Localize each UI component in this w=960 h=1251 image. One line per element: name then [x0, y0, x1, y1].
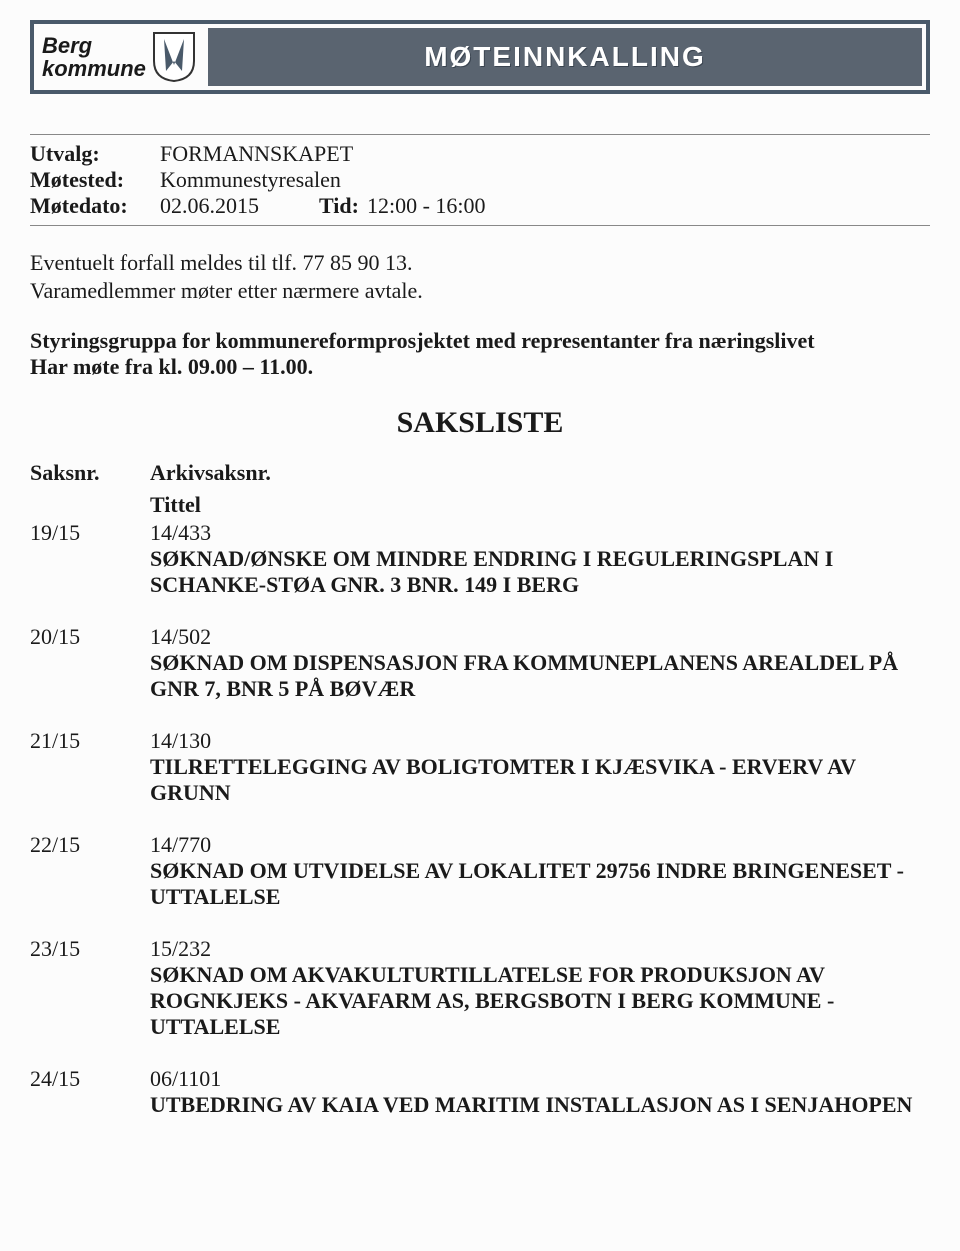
emphasis-block: Styringsgruppa for kommunereformprosjekt…	[30, 328, 930, 380]
motedato-value: 02.06.2015	[160, 193, 259, 219]
case-title: SØKNAD/ØNSKE OM MINDRE ENDRING I REGULER…	[150, 546, 930, 598]
logo-block: Berg kommune	[38, 28, 196, 86]
col-tittel: Tittel	[150, 492, 930, 518]
case-body: 15/232SØKNAD OM AKVAKULTURTILLATELSE FOR…	[150, 936, 930, 1040]
case-arkiv: 14/130	[150, 728, 930, 754]
case-arkiv: 14/433	[150, 520, 930, 546]
banner-title: MØTEINNKALLING	[208, 28, 922, 86]
case-item: 21/1514/130TILRETTELEGGING AV BOLIGTOMTE…	[30, 728, 930, 806]
col-arkiv: Arkivsaksnr.	[150, 460, 271, 486]
case-item: 24/1506/1101UTBEDRING AV KAIA VED MARITI…	[30, 1066, 930, 1118]
case-item: 19/1514/433SØKNAD/ØNSKE OM MINDRE ENDRIN…	[30, 520, 930, 598]
notes-block: Eventuelt forfall meldes til tlf. 77 85 …	[30, 250, 930, 304]
case-list: 19/1514/433SØKNAD/ØNSKE OM MINDRE ENDRIN…	[30, 520, 930, 1118]
utvalg-label: Utvalg:	[30, 141, 160, 167]
col-saksnr: Saksnr.	[30, 460, 150, 486]
case-arkiv: 15/232	[150, 936, 930, 962]
emphasis-line1: Styringsgruppa for kommunereformprosjekt…	[30, 328, 930, 354]
meeting-meta: Utvalg: FORMANNSKAPET Møtested: Kommunes…	[30, 134, 930, 226]
org-line1: Berg	[42, 34, 146, 57]
case-saksnr: 19/15	[30, 520, 150, 598]
case-item: 23/1515/232SØKNAD OM AKVAKULTURTILLATELS…	[30, 936, 930, 1040]
case-arkiv: 14/770	[150, 832, 930, 858]
saksliste-heading: SAKSLISTE	[30, 406, 930, 440]
case-saksnr: 23/15	[30, 936, 150, 1040]
motested-value: Kommunestyresalen	[160, 167, 341, 193]
case-body: 14/433SØKNAD/ØNSKE OM MINDRE ENDRING I R…	[150, 520, 930, 598]
case-item: 22/1514/770SØKNAD OM UTVIDELSE AV LOKALI…	[30, 832, 930, 910]
case-body: 14/130TILRETTELEGGING AV BOLIGTOMTER I K…	[150, 728, 930, 806]
case-saksnr: 20/15	[30, 624, 150, 702]
motedato-label: Møtedato:	[30, 193, 160, 219]
meta-row-motedato: Møtedato: 02.06.2015 Tid: 12:00 - 16:00	[30, 193, 930, 219]
motested-label: Møtested:	[30, 167, 160, 193]
tid-label: Tid:	[319, 193, 359, 219]
note-line2: Varamedlemmer møter etter nærmere avtale…	[30, 278, 930, 304]
meta-row-utvalg: Utvalg: FORMANNSKAPET	[30, 141, 930, 167]
tid-value: 12:00 - 16:00	[367, 193, 486, 219]
shield-icon	[152, 31, 196, 83]
saksliste-columns: Saksnr. Arkivsaksnr.	[30, 460, 930, 486]
emphasis-line2: Har møte fra kl. 09.00 – 11.00.	[30, 354, 930, 380]
org-name: Berg kommune	[42, 34, 146, 80]
org-line2: kommune	[42, 57, 146, 80]
meta-row-motested: Møtested: Kommunestyresalen	[30, 167, 930, 193]
case-saksnr: 22/15	[30, 832, 150, 910]
case-title: SØKNAD OM AKVAKULTURTILLATELSE FOR PRODU…	[150, 962, 930, 1040]
case-body: 06/1101UTBEDRING AV KAIA VED MARITIM INS…	[150, 1066, 930, 1118]
case-title: UTBEDRING AV KAIA VED MARITIM INSTALLASJ…	[150, 1092, 930, 1118]
case-saksnr: 24/15	[30, 1066, 150, 1118]
case-body: 14/770SØKNAD OM UTVIDELSE AV LOKALITET 2…	[150, 832, 930, 910]
note-line1: Eventuelt forfall meldes til tlf. 77 85 …	[30, 250, 930, 276]
header-inner: Berg kommune MØTEINNKALLING	[38, 28, 922, 86]
case-saksnr: 21/15	[30, 728, 150, 806]
case-arkiv: 14/502	[150, 624, 930, 650]
case-title: SØKNAD OM UTVIDELSE AV LOKALITET 29756 I…	[150, 858, 930, 910]
case-title: SØKNAD OM DISPENSASJON FRA KOMMUNEPLANEN…	[150, 650, 930, 702]
header-box: Berg kommune MØTEINNKALLING	[30, 20, 930, 94]
case-arkiv: 06/1101	[150, 1066, 930, 1092]
case-title: TILRETTELEGGING AV BOLIGTOMTER I KJÆSVIK…	[150, 754, 930, 806]
utvalg-value: FORMANNSKAPET	[160, 141, 353, 167]
case-body: 14/502SØKNAD OM DISPENSASJON FRA KOMMUNE…	[150, 624, 930, 702]
case-item: 20/1514/502SØKNAD OM DISPENSASJON FRA KO…	[30, 624, 930, 702]
